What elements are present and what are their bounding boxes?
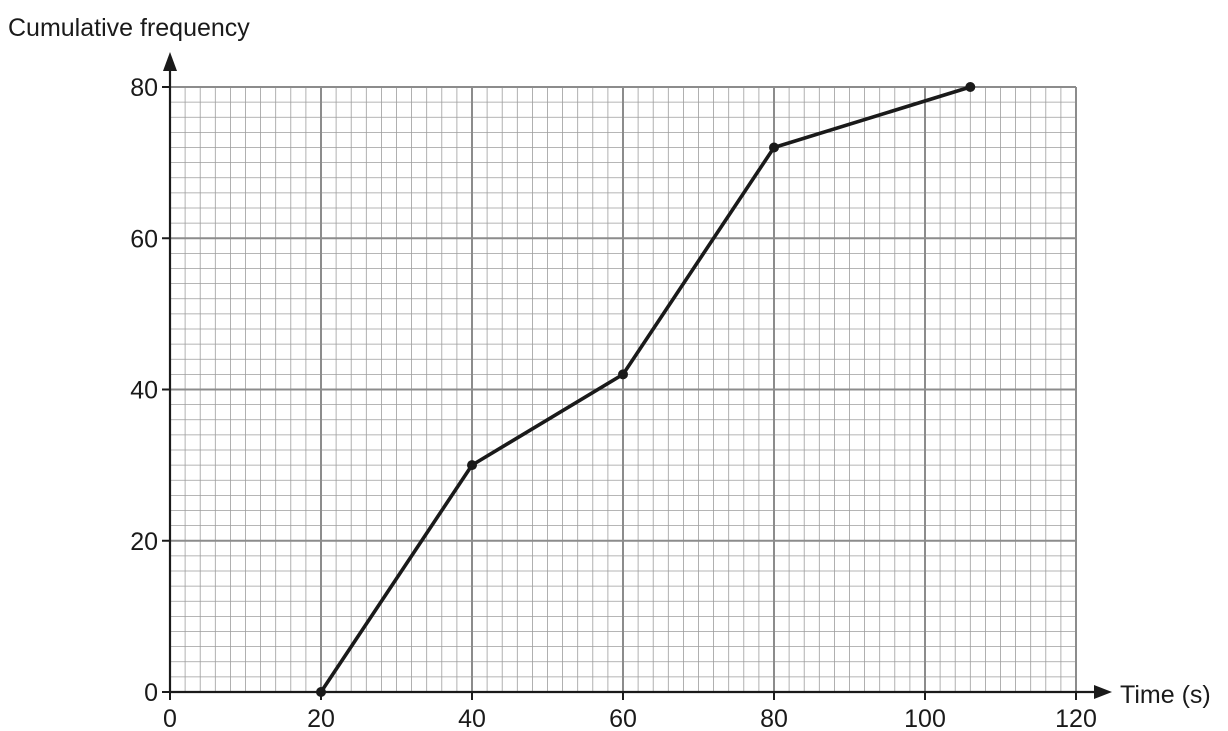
y-tick-label: 80 xyxy=(130,74,158,102)
y-tick-label: 0 xyxy=(144,679,158,707)
x-tick-label: 100 xyxy=(904,705,946,731)
x-tick-label: 40 xyxy=(458,705,486,731)
y-axis-ticks: 0 20 40 60 80 xyxy=(130,74,170,707)
series-group xyxy=(316,82,976,697)
data-point xyxy=(769,142,779,153)
data-point xyxy=(965,82,976,92)
data-point xyxy=(618,369,628,380)
y-axis-arrowhead xyxy=(163,52,177,71)
major-grid xyxy=(170,86,1077,692)
axes xyxy=(163,52,1112,699)
y-tick-label: 20 xyxy=(130,528,158,556)
x-tick-label: 60 xyxy=(609,705,637,731)
data-point xyxy=(467,460,477,471)
x-axis-title: Time (s) xyxy=(1120,681,1211,709)
data-point xyxy=(316,687,326,697)
x-axis-ticks: 0 20 40 60 80 100 120 xyxy=(163,692,1097,731)
y-tick-label: 60 xyxy=(130,225,158,253)
y-axis-title: Cumulative frequency xyxy=(8,14,250,42)
x-tick-label: 0 xyxy=(163,705,177,731)
y-tick-label: 40 xyxy=(130,377,158,405)
x-axis-arrowhead xyxy=(1094,685,1112,699)
x-tick-label: 20 xyxy=(307,705,335,731)
x-tick-label: 80 xyxy=(760,705,788,731)
x-tick-label: 120 xyxy=(1055,705,1097,731)
